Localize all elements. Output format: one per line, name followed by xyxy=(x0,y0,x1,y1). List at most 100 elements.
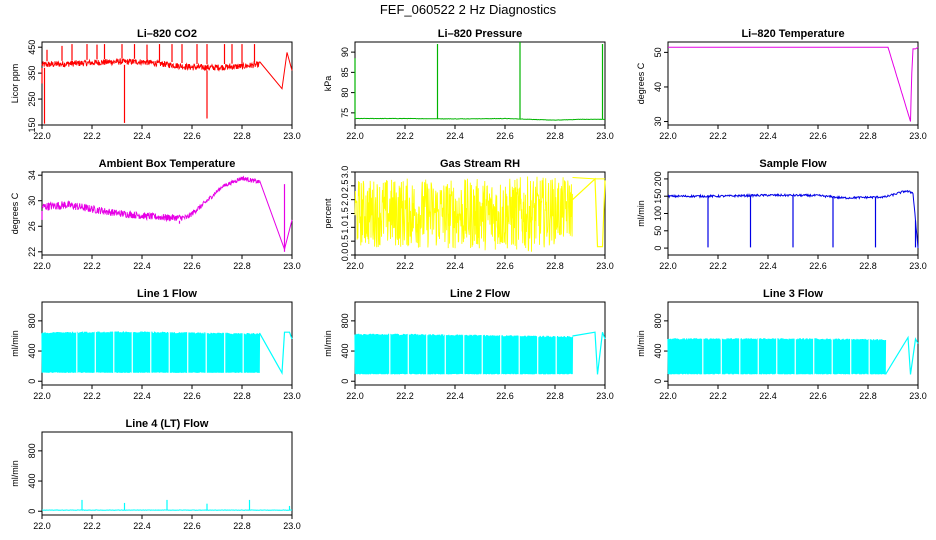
data-marks xyxy=(354,331,606,376)
series-band xyxy=(354,176,573,252)
chart-line1: Line 1 Flow 22.0 22.2 22.4 22.6 22.8 23.0 0 400 8… xyxy=(10,288,301,401)
x-tick-label: 22.2 xyxy=(396,391,414,401)
series-tail xyxy=(572,331,606,375)
x-tick-label: 22.0 xyxy=(33,261,51,271)
data-marks xyxy=(41,44,293,124)
chart-line3: Line 3 Flow 22.0 22.2 22.4 22.6 22.8 23.0 0 400 8… xyxy=(636,288,927,401)
x-tick-label: 22.8 xyxy=(859,391,877,401)
x-tick-label: 22.4 xyxy=(759,391,777,401)
y-tick-label: 50 xyxy=(653,226,663,236)
x-tick-label: 23.0 xyxy=(596,131,614,141)
x-tick-label: 22.4 xyxy=(133,521,151,531)
series-baseline xyxy=(354,117,606,121)
data-marks xyxy=(668,46,919,122)
x-tick-label: 22.2 xyxy=(83,131,101,141)
x-tick-label: 22.6 xyxy=(183,131,201,141)
y-tick-label: 350 xyxy=(27,66,37,81)
y-tick-label: 85 xyxy=(340,67,350,77)
y-axis-label: degrees C xyxy=(10,192,20,234)
x-tick-label: 22.8 xyxy=(233,391,251,401)
y-tick-label: 400 xyxy=(27,344,37,359)
chart-co2: Li–820 CO2 22.0 22.2 22.4 22.6 22.8 23.0 150 250… xyxy=(10,28,301,141)
x-tick-label: 22.4 xyxy=(133,131,151,141)
plot-frame xyxy=(354,41,606,126)
series-tail xyxy=(572,177,606,248)
x-tick-label: 22.0 xyxy=(346,261,364,271)
series-band xyxy=(41,58,260,72)
series-band xyxy=(41,175,260,223)
y-tick-label: 30 xyxy=(653,117,663,127)
page-title: FEF_060522 2 Hz Diagnostics xyxy=(379,2,557,17)
x-tick-label: 22.0 xyxy=(346,131,364,141)
x-tick-label: 22.8 xyxy=(859,131,877,141)
x-tick-label: 23.0 xyxy=(596,261,614,271)
y-tick-label: 75 xyxy=(340,108,350,118)
x-tick-label: 22.2 xyxy=(83,391,101,401)
y-axis-label: kPa xyxy=(323,76,333,92)
series-temp xyxy=(668,46,919,122)
chart-rh: Gas Stream RH 22.0 22.2 22.4 22.6 22.8 23.0 0.0… xyxy=(323,158,614,271)
chart-title: Li–820 Pressure xyxy=(438,28,522,40)
y-tick-label: 800 xyxy=(653,313,663,328)
chart-title: Line 2 Flow xyxy=(450,288,510,300)
chart-title: Sample Flow xyxy=(759,158,827,170)
y-tick-label: 400 xyxy=(27,474,37,489)
y-tick-label: 200 xyxy=(653,171,663,186)
series-tail xyxy=(258,331,293,375)
x-tick-label: 22.2 xyxy=(396,131,414,141)
series-tail xyxy=(259,180,293,251)
x-tick-label: 23.0 xyxy=(909,131,927,141)
chart-ambient: Ambient Box Temperature 22.0 22.2 22.4 22.6 2… xyxy=(10,158,301,271)
x-tick-label: 23.0 xyxy=(909,391,927,401)
x-tick-label: 22.6 xyxy=(809,131,827,141)
data-marks xyxy=(354,176,606,252)
y-tick-label: 0 xyxy=(653,246,663,251)
chart-title: Line 1 Flow xyxy=(137,288,197,300)
x-tick-label: 22.8 xyxy=(546,391,564,401)
y-axis-label: ml/min xyxy=(636,330,646,357)
y-tick-label: 0.0 xyxy=(340,249,350,262)
x-tick-label: 22.4 xyxy=(446,261,464,271)
y-tick-label: 400 xyxy=(340,344,350,359)
y-tick-label: 100 xyxy=(653,206,663,221)
chart-temperature: Li–820 Temperature 22.0 22.2 22.4 22.6 22.8 23… xyxy=(636,28,927,141)
y-tick-label: 150 xyxy=(27,117,37,132)
y-tick-label: 1.0 xyxy=(340,221,350,234)
chart-title: Line 4 (LT) Flow xyxy=(126,418,209,430)
plot-frame xyxy=(41,171,293,256)
chart-title: Li–820 CO2 xyxy=(137,28,197,40)
y-tick-label: 400 xyxy=(653,344,663,359)
x-tick-label: 22.4 xyxy=(446,391,464,401)
y-tick-label: 800 xyxy=(27,443,37,458)
y-tick-label: 800 xyxy=(340,313,350,328)
x-tick-label: 22.2 xyxy=(709,131,727,141)
y-tick-label: 90 xyxy=(340,47,350,57)
x-tick-label: 23.0 xyxy=(283,261,301,271)
y-axis-label: ml/min xyxy=(323,330,333,357)
series-tail xyxy=(572,177,605,180)
y-tick-label: 150 xyxy=(653,189,663,204)
x-tick-label: 22.8 xyxy=(546,131,564,141)
x-tick-label: 22.0 xyxy=(33,131,51,141)
x-tick-label: 22.0 xyxy=(659,391,677,401)
y-tick-label: 2.5 xyxy=(340,180,350,193)
x-tick-label: 22.0 xyxy=(659,261,677,271)
y-tick-label: 800 xyxy=(27,313,37,328)
plot-frame xyxy=(667,41,919,126)
y-tick-label: 26 xyxy=(27,221,37,231)
data-marks xyxy=(667,189,919,249)
x-tick-label: 22.0 xyxy=(33,521,51,531)
x-tick-label: 22.8 xyxy=(546,261,564,271)
x-tick-label: 22.4 xyxy=(133,391,151,401)
y-tick-label: 250 xyxy=(27,92,37,107)
x-tick-label: 22.2 xyxy=(709,391,727,401)
chart-title: Ambient Box Temperature xyxy=(99,158,236,170)
x-tick-label: 22.4 xyxy=(759,131,777,141)
x-tick-label: 22.2 xyxy=(83,521,101,531)
y-tick-label: 0 xyxy=(27,379,37,384)
y-tick-label: 3.0 xyxy=(340,166,350,179)
y-axis-label: ml/min xyxy=(636,200,646,227)
y-axis-label: ml/min xyxy=(10,460,20,487)
x-tick-label: 22.6 xyxy=(183,521,201,531)
